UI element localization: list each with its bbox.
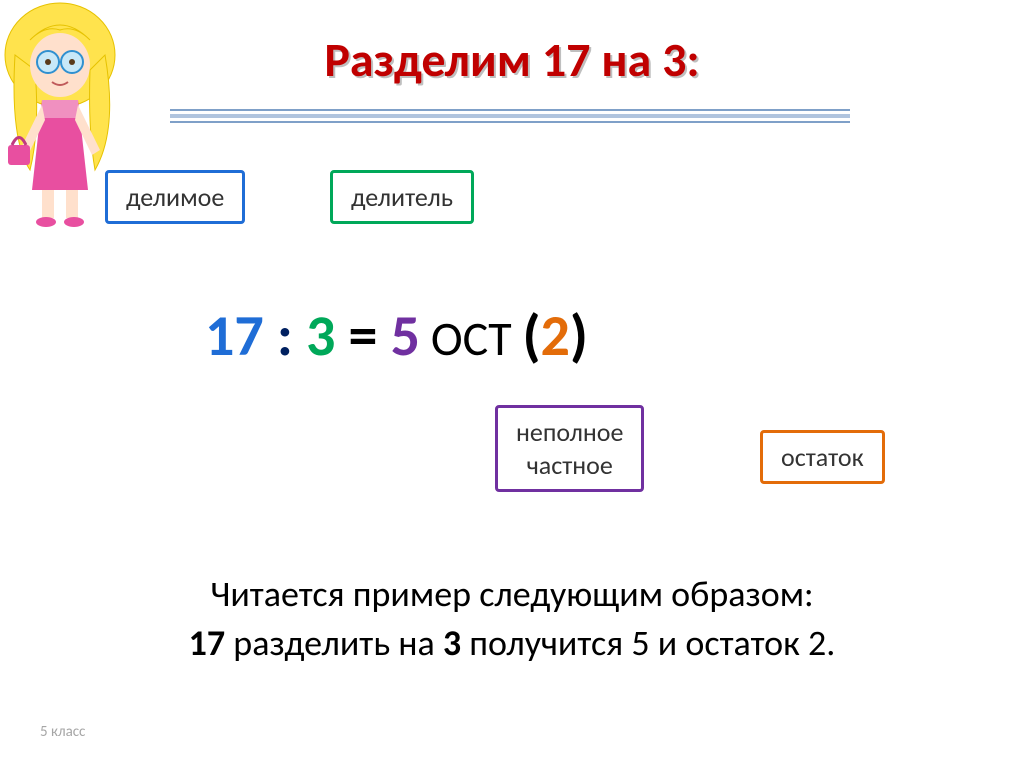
eq-ost: ОСТ <box>420 309 522 368</box>
dividend-label: делимое <box>105 170 245 224</box>
eq-2: 2 <box>541 300 570 371</box>
eq-rparen: ) <box>570 300 588 371</box>
quotient-text-1: неполное <box>516 416 623 448</box>
divisor-text: делитель <box>351 181 453 213</box>
quotient-label: неполное частное <box>495 405 644 492</box>
bold-3: 3 <box>443 621 461 665</box>
equation: 17 : 3 = 5 ОСТ (2) <box>205 300 588 371</box>
txt-p2: разделить на <box>225 621 443 665</box>
slide-title: Разделим 17 на 3: Разделим 17 на 3: <box>0 30 1024 89</box>
remainder-text: остаток <box>781 441 864 473</box>
explanation-text: Читается пример следующим образом: 17 ра… <box>0 570 1024 667</box>
explanation-line-1: Читается пример следующим образом: <box>0 570 1024 619</box>
title-text: Разделим 17 на 3: <box>324 30 699 89</box>
eq-3: 3 <box>306 300 335 371</box>
eq-lparen: ( <box>522 300 540 371</box>
eq-5: 5 <box>391 300 420 371</box>
remainder-label: остаток <box>760 430 885 484</box>
divider-line <box>170 108 850 124</box>
txt-p4: получится 5 и остаток 2. <box>461 621 835 665</box>
bold-17: 17 <box>189 621 226 665</box>
dividend-text: делимое <box>126 181 224 213</box>
eq-colon: : <box>264 300 306 371</box>
explanation-line-2: 17 разделить на 3 получится 5 и остаток … <box>0 619 1024 668</box>
eq-17: 17 <box>205 300 264 371</box>
footer-text: 5 класс <box>40 723 85 741</box>
quotient-text-2: частное <box>527 449 613 481</box>
eq-equals: = <box>335 300 390 371</box>
divisor-label: делитель <box>330 170 474 224</box>
